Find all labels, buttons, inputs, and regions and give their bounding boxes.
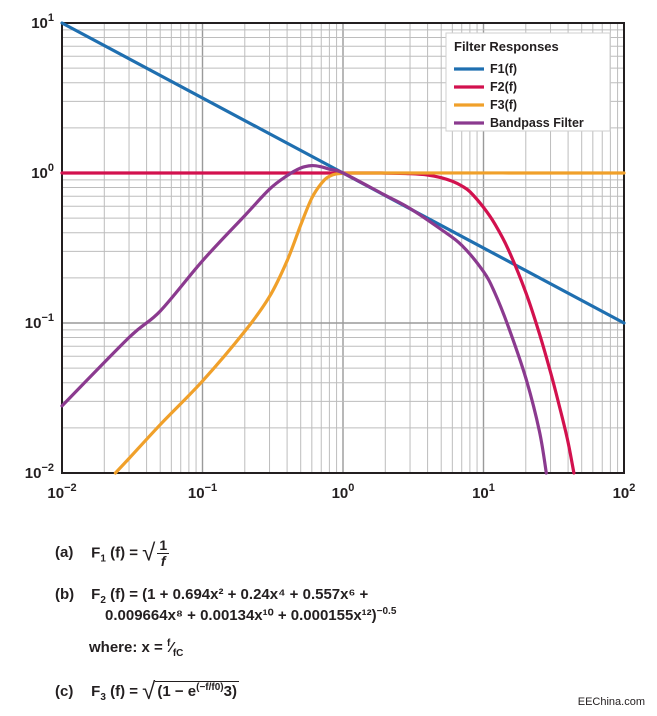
- grid: [61, 22, 625, 474]
- y-tick-label: 101: [31, 12, 54, 32]
- equation-b-sub: 2: [100, 595, 106, 606]
- equation-c-radicand: (1 − e(−f/f0)3): [155, 680, 239, 700]
- equation-b-exp: −0.5: [376, 606, 397, 617]
- y-tick-label: 10−2: [25, 462, 54, 482]
- equation-b-rest: (f) = (1 + 0.694x² + 0.24x⁴ + 0.557x⁶ +: [105, 586, 369, 603]
- equation-c-lhs: F: [91, 682, 101, 700]
- equation-a-arg: (f) =: [105, 544, 143, 562]
- x-tick-label: 10−1: [188, 482, 217, 502]
- footer-watermark: EEChina.com: [577, 696, 645, 708]
- legend-title: Filter Responses: [454, 39, 559, 54]
- x-tick-label: 10−2: [47, 482, 76, 502]
- legend-box: [445, 32, 611, 132]
- legend-entry: Bandpass Filter: [490, 116, 584, 130]
- series-line-bandpass-filter: [60, 163, 548, 475]
- equation-a-sub: 1: [100, 553, 106, 565]
- x-tick-label: 101: [472, 482, 495, 502]
- equation-a-lhs: F: [91, 544, 101, 562]
- plot-frame: [61, 22, 625, 474]
- equation-c: (c) F3 (f) = √ (1 − e(−f/f0)3): [55, 678, 239, 706]
- equation-a-label: (a): [55, 544, 74, 562]
- equation-b-line2: 0.009664x⁸ + 0.00134x¹⁰ + 0.000155x¹²)−0…: [105, 606, 396, 624]
- equation-b-line1: (b) F2 (f) = (1 + 0.694x² + 0.24x⁴ + 0.5…: [55, 586, 368, 606]
- sqrt-symbol-c: √: [142, 678, 156, 705]
- legend: Filter Responses F1(f) F2(f) F3(f) Bandpass …: [445, 32, 611, 132]
- series-layer: [60, 21, 626, 475]
- equation-c-arg: (f) =: [105, 682, 143, 700]
- equation-c-rad: (1 − e: [157, 682, 197, 700]
- legend-entry: F2(f): [490, 80, 517, 94]
- legend-entry: F1(f): [490, 62, 517, 76]
- equation-b-lhs: F: [91, 586, 101, 603]
- equation-b-label: (b): [55, 586, 75, 603]
- equation-b-line2-text: 0.009664x⁸ + 0.00134x¹⁰ + 0.000155x¹²): [105, 607, 377, 624]
- equation-c-tail: 3): [223, 682, 237, 700]
- equation-c-exp: (−f/f0): [196, 681, 224, 693]
- sqrt-symbol: √: [142, 539, 156, 567]
- equation-c-sub: 3: [100, 691, 106, 703]
- y-tick-label: 100: [31, 162, 54, 182]
- equation-c-label: (c): [55, 682, 74, 700]
- equation-a-num: 1: [157, 537, 170, 554]
- chart: Filter Responses F1(f) F2(f) F3(f) Bandpass …: [25, 12, 636, 502]
- series-line-f3-f-: [113, 171, 626, 475]
- y-tick-label: 10−1: [25, 312, 54, 332]
- legend-entry: F3(f): [490, 98, 517, 112]
- x-tick-label: 100: [332, 482, 355, 502]
- where-num: f: [166, 638, 171, 649]
- where-text: where: x =: [89, 639, 167, 656]
- equation-a-den: f: [160, 553, 166, 569]
- where-den: fC: [172, 648, 184, 659]
- x-tick-label: 102: [613, 482, 636, 502]
- equation-a: (a) F1 (f) = √ 1 f: [55, 538, 171, 569]
- tick-labels: 10−2 10−1 100 101 102 10−2 10−1 100 101: [25, 12, 636, 502]
- equation-where: where: x = f⁄fC: [89, 638, 184, 659]
